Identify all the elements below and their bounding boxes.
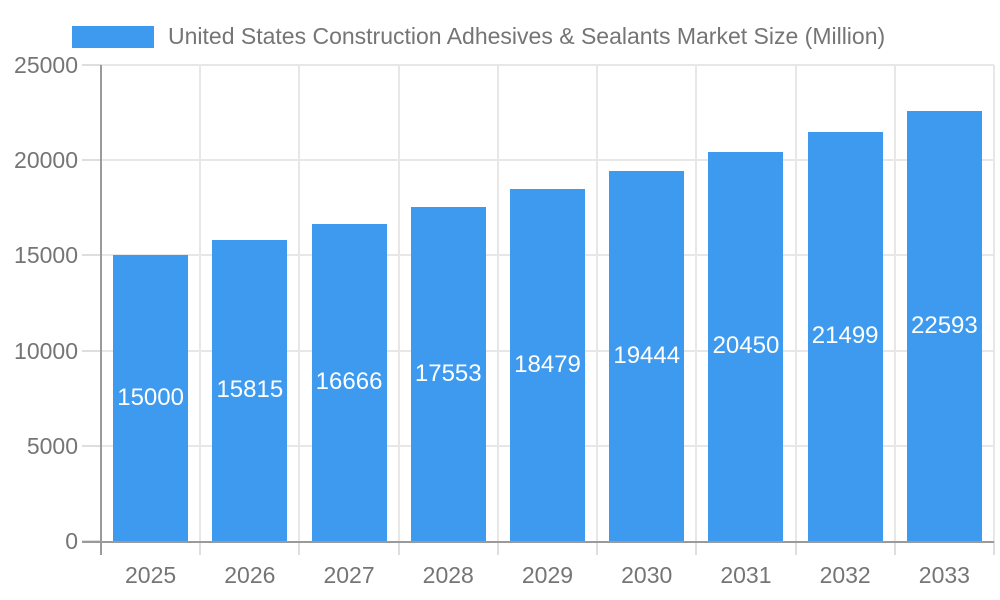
x-gridline xyxy=(993,65,995,541)
bar-value-label: 15815 xyxy=(216,376,284,404)
x-axis-tick-label: 2030 xyxy=(621,562,673,588)
x-axis-tick-label: 2032 xyxy=(819,562,871,588)
x-axis-tick xyxy=(596,541,599,555)
y-axis-tick xyxy=(82,254,101,257)
chart-legend[interactable]: United States Construction Adhesives & S… xyxy=(72,23,885,50)
y-axis-tick-label: 10000 xyxy=(14,337,78,364)
legend-swatch[interactable] xyxy=(72,25,154,48)
bar[interactable]: 19444 xyxy=(609,170,685,541)
bar[interactable]: 15815 xyxy=(212,239,288,541)
x-axis-tick xyxy=(397,541,400,555)
y-axis-tick-label: 0 xyxy=(65,528,78,554)
x-axis-tick-label: 2025 xyxy=(125,562,177,588)
x-axis-tick-label: 2033 xyxy=(918,562,970,588)
x-axis-tick xyxy=(298,541,301,555)
y-gridline xyxy=(101,64,994,66)
bar[interactable]: 20450 xyxy=(708,151,784,541)
x-axis-tick-label: 2026 xyxy=(224,562,276,588)
y-axis-tick xyxy=(82,159,101,162)
x-gridline xyxy=(397,65,400,541)
x-axis-tick xyxy=(695,541,698,555)
x-gridline xyxy=(794,65,797,541)
y-axis-tick xyxy=(82,64,101,66)
bar[interactable]: 17553 xyxy=(410,206,486,541)
y-axis-tick-label: 5000 xyxy=(26,432,78,459)
bar-value-label: 21499 xyxy=(811,322,879,350)
y-axis-tick-label: 15000 xyxy=(14,242,78,269)
x-gridline xyxy=(199,65,202,541)
x-gridline xyxy=(893,65,896,541)
x-gridline xyxy=(596,65,599,541)
bar-value-label: 22593 xyxy=(911,311,978,339)
y-axis-tick-label: 20000 xyxy=(14,147,78,174)
x-axis-tick-label: 2028 xyxy=(422,562,474,588)
bar-value-label: 20450 xyxy=(712,332,780,360)
bar-value-label: 18479 xyxy=(514,351,581,379)
x-axis-tick xyxy=(993,541,995,555)
bar-value-label: 19444 xyxy=(613,341,681,369)
bar-value-label: 15000 xyxy=(117,384,184,412)
x-gridline xyxy=(695,65,698,541)
x-axis-tick xyxy=(199,541,202,555)
bar[interactable]: 22593 xyxy=(906,110,982,541)
x-axis-tick-label: 2027 xyxy=(323,562,375,588)
bar[interactable]: 18479 xyxy=(510,189,585,541)
x-axis-line xyxy=(82,541,994,543)
legend-series-label[interactable]: United States Construction Adhesives & S… xyxy=(168,23,886,49)
bar[interactable]: 16666 xyxy=(311,223,387,541)
x-gridline xyxy=(496,65,499,541)
y-axis-tick xyxy=(82,349,101,352)
x-axis-tick-label: 2031 xyxy=(720,562,772,588)
bar-value-label: 17553 xyxy=(414,359,482,387)
bar[interactable]: 21499 xyxy=(807,131,883,541)
x-axis-tick xyxy=(794,541,797,555)
bar-value-label: 16666 xyxy=(315,368,383,396)
x-axis-tick-label: 2029 xyxy=(521,562,574,588)
x-axis-tick xyxy=(893,541,896,555)
x-gridline xyxy=(298,65,301,541)
x-axis-tick xyxy=(496,541,499,555)
y-axis-tick xyxy=(82,444,101,447)
y-axis-line xyxy=(100,65,102,555)
y-gridline xyxy=(101,159,994,162)
bar[interactable]: 15000 xyxy=(113,255,189,541)
y-axis-tick-label: 25000 xyxy=(14,52,78,78)
